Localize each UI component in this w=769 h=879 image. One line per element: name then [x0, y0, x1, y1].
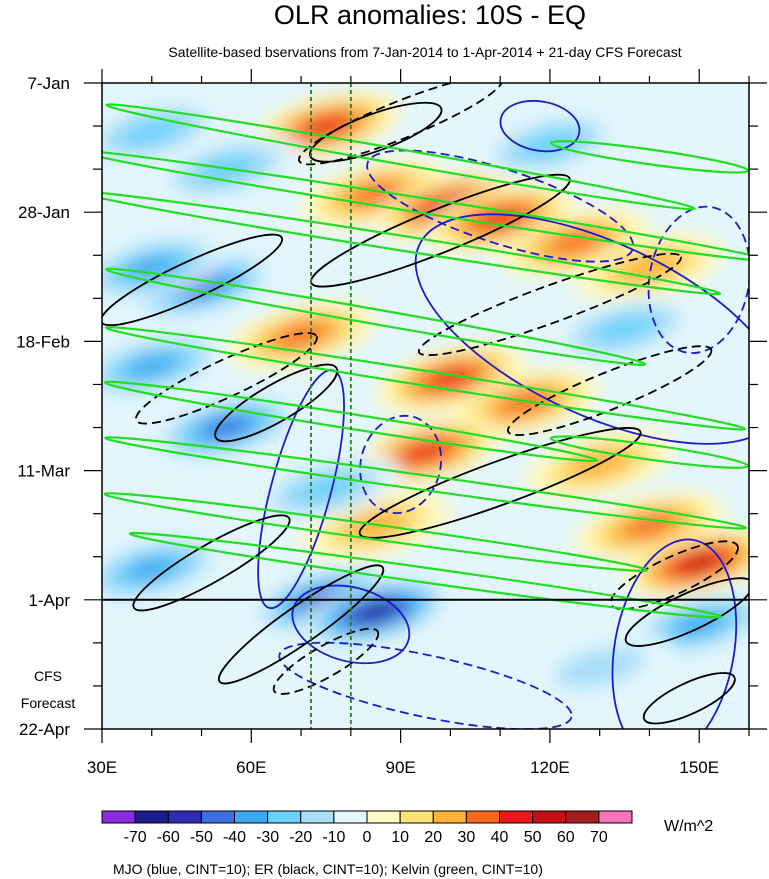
anomaly-blob-26-level-3 — [591, 314, 658, 344]
er-contour-5 — [132, 514, 291, 612]
anomaly-blob-0-level-5 — [305, 116, 347, 136]
kelvin-contour-2 — [102, 190, 722, 296]
anomaly-blob-9-level-5 — [404, 442, 447, 462]
forecast-label-line1: CFS — [34, 668, 62, 684]
colorbar-swatch-14 — [565, 810, 600, 824]
colorbar-label-11: 40 — [491, 829, 509, 846]
colorbar-label-10: 30 — [457, 829, 475, 846]
x-tick-label-0: 30E — [87, 758, 117, 777]
colorbar-label-14: 70 — [590, 829, 608, 846]
x-axis: 30E 60E 90E 120E 150E — [87, 69, 750, 777]
x-tick-label-3: 120E — [530, 758, 570, 777]
mjo-contour-8 — [278, 641, 573, 729]
anomaly-blob-8-level-4 — [499, 391, 551, 415]
anomaly-blob-19-level-4 — [126, 354, 178, 378]
colorbar-swatch-6 — [300, 810, 335, 824]
x-tick-label-2: 90E — [385, 758, 415, 777]
kelvin-contour-9 — [549, 140, 749, 174]
plot-frame — [101, 82, 750, 730]
colorbar-swatch-4 — [234, 810, 269, 824]
y-axis: 7-Jan 28-Jan 18-Feb 11-Mar 1-Apr 22-Apr — [16, 74, 767, 739]
kelvin-contour-7 — [103, 492, 648, 573]
colorbar-label-0: -70 — [124, 829, 147, 846]
colorbar-swatch-2 — [167, 810, 202, 824]
colorbar-swatch-12 — [499, 810, 534, 824]
colorbar-label-8: 10 — [391, 829, 409, 846]
colorbar-swatch-9 — [399, 810, 434, 824]
colorbar-label-13: 60 — [557, 829, 575, 846]
anomaly-blob-24-level-4 — [673, 612, 725, 636]
er-contour-4 — [358, 427, 642, 539]
colorbar-label-12: 50 — [524, 829, 542, 846]
kelvin-contour-0 — [105, 103, 696, 211]
plot-area — [102, 83, 749, 729]
chart-title: OLR anomalies: 10S - EQ — [274, 0, 586, 30]
colorbar-swatch-1 — [134, 810, 169, 824]
y-tick-label-2: 18-Feb — [16, 332, 70, 351]
er-contour-8 — [642, 672, 736, 725]
mjo-contour-2 — [499, 99, 581, 153]
er-contour-11 — [134, 332, 318, 425]
colorbar-label-2: -50 — [190, 829, 213, 846]
reference-lines — [310, 83, 352, 729]
er-contour-9 — [297, 83, 504, 166]
colorbar-label-6: -10 — [322, 829, 345, 846]
anomaly-blob-11-level-6 — [681, 554, 717, 571]
kelvin-contour-1 — [102, 149, 749, 263]
x-tick-label-1: 60E — [236, 758, 266, 777]
anomaly-blob-25-level-3 — [517, 129, 583, 160]
anomaly-blob-4-level-4 — [549, 231, 601, 255]
colorbar-label-7: 0 — [363, 829, 372, 846]
kelvin-contour-10 — [549, 435, 749, 469]
chart-subtitle: Satellite-based bservations from 7-Jan-2… — [168, 44, 681, 60]
er-contour-12 — [506, 345, 713, 436]
er-contour-14 — [272, 627, 380, 695]
colorbar-swatch-3 — [200, 810, 235, 824]
er-contour-7 — [624, 577, 749, 647]
kelvin-contour-3 — [105, 267, 647, 366]
mjo-contour-6 — [647, 205, 749, 354]
colorbar-swatch-5 — [267, 810, 302, 824]
x-tick-label-4: 150E — [679, 758, 719, 777]
colorbar-label-4: -30 — [256, 829, 279, 846]
anomaly-blob-14-level-3 — [119, 117, 185, 148]
colorbar-label-1: -60 — [157, 829, 180, 846]
colorbar-units: W/m^2 — [664, 818, 713, 835]
anomaly-blob-20-level-3 — [293, 474, 359, 504]
er-contour-2 — [102, 233, 284, 327]
mjo-contour-4 — [611, 538, 738, 729]
colorbar-swatch-11 — [465, 810, 500, 824]
mjo-contour-7 — [359, 414, 443, 514]
colorbar-swatch-8 — [366, 810, 401, 824]
colorbar-label-5: -20 — [289, 829, 312, 846]
colorbar: -70 -60 -50 -40 -30 -20 -10 0 10 20 30 40 50 60 70 — [101, 810, 633, 846]
anomaly-blob-27-level-2 — [554, 646, 646, 689]
anomaly-blob-6-level-4 — [275, 323, 327, 347]
colorbar-swatch-0 — [101, 810, 136, 824]
colorbar-swatch-10 — [432, 810, 467, 824]
y-tick-label-3: 11-Mar — [17, 462, 70, 481]
colorbar-label-3: -40 — [223, 829, 246, 846]
anomaly-blob-21-level-4 — [126, 557, 178, 581]
y-tick-label-0: 7-Jan — [27, 74, 70, 93]
er-contour-13 — [609, 540, 739, 610]
anomaly-blob-23-level-7 — [360, 605, 391, 620]
y-tick-label-1: 28-Jan — [18, 203, 70, 222]
contour-legend-note: MJO (blue, CINT=10); ER (black, CINT=10)… — [113, 861, 543, 877]
kelvin-contours — [102, 103, 749, 619]
kelvin-contour-8 — [128, 531, 723, 619]
colorbar-swatch-13 — [532, 810, 567, 824]
colorbar-label-9: 20 — [424, 829, 442, 846]
colorbar-swatch-15 — [598, 810, 633, 824]
y-tick-label-5: 22-Apr — [19, 720, 70, 739]
forecast-label-line2: Forecast — [21, 695, 76, 711]
colorbar-swatch-7 — [333, 810, 368, 824]
mjo-contour-3 — [291, 584, 411, 665]
kelvin-contour-6 — [104, 436, 747, 530]
kelvin-contour-5 — [103, 380, 598, 463]
y-tick-label-4: 1-Apr — [28, 591, 70, 610]
kelvin-contour-4 — [104, 326, 747, 431]
